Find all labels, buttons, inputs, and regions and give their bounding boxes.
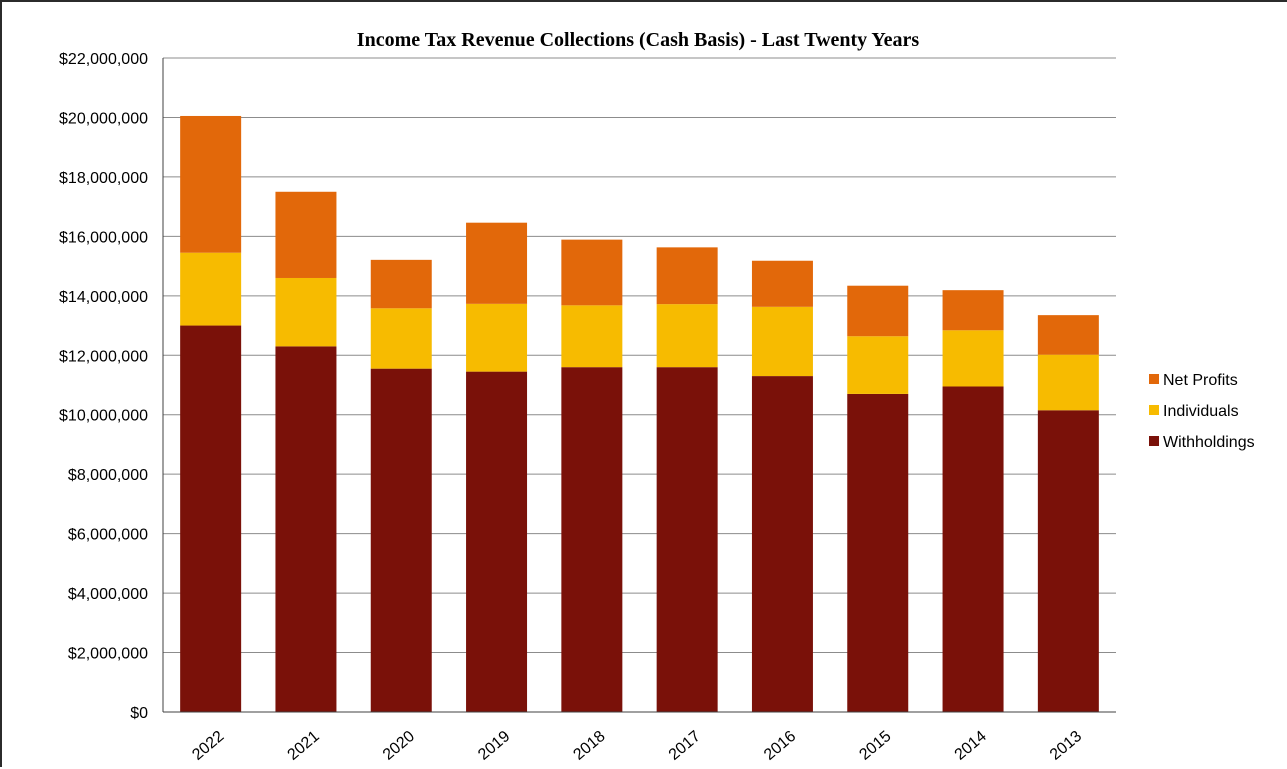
y-tick-label: $22,000,000 bbox=[59, 51, 148, 68]
axes bbox=[162, 58, 1116, 713]
x-tick-label: 2016 bbox=[761, 728, 799, 764]
bar-individuals-2019 bbox=[466, 303, 528, 372]
x-axis-tick-labels: 2022 2021 2020 2019 2018 2017 2016 2015 2014 2013 bbox=[189, 728, 1085, 764]
bar-net-profits-2017 bbox=[656, 247, 718, 305]
chart-title: Income Tax Revenue Collections (Cash Bas… bbox=[357, 29, 920, 51]
y-axis-tick-labels: $0 $2,000,000 $4,000,000 $6,000,000 $8,000,0… bbox=[59, 51, 148, 722]
bar-individuals-2021 bbox=[275, 277, 337, 347]
bar-withholdings-2019 bbox=[466, 371, 528, 712]
bar-individuals-2020 bbox=[370, 308, 432, 369]
bar-individuals-2016 bbox=[751, 306, 813, 377]
bar-net-profits-2013 bbox=[1037, 315, 1099, 355]
x-tick-label: 2020 bbox=[380, 728, 418, 764]
x-tick-label: 2015 bbox=[856, 728, 894, 764]
legend-label-withholdings: Withholdings bbox=[1163, 434, 1255, 451]
x-tick-label: 2018 bbox=[570, 728, 608, 764]
y-tick-label: $4,000,000 bbox=[68, 586, 148, 603]
bar-withholdings-2016 bbox=[751, 376, 813, 712]
y-tick-label: $6,000,000 bbox=[68, 527, 148, 544]
y-tick-label: $2,000,000 bbox=[68, 646, 148, 663]
bar-withholdings-2017 bbox=[656, 367, 718, 712]
bar-withholdings-2015 bbox=[847, 393, 909, 712]
y-tick-label: $18,000,000 bbox=[59, 170, 148, 187]
bar-withholdings-2018 bbox=[561, 367, 623, 712]
x-tick-label: 2022 bbox=[189, 728, 227, 764]
bar-individuals-2014 bbox=[942, 330, 1004, 387]
bar-net-profits-2016 bbox=[751, 260, 813, 307]
bar-withholdings-2020 bbox=[370, 368, 432, 712]
bar-net-profits-2020 bbox=[370, 259, 432, 309]
legend-swatch-withholdings bbox=[1149, 436, 1159, 446]
bar-withholdings-2021 bbox=[275, 346, 337, 712]
legend-label-individuals: Individuals bbox=[1163, 403, 1239, 420]
bar-withholdings-2013 bbox=[1037, 410, 1099, 712]
x-tick-label: 2019 bbox=[475, 728, 513, 764]
legend: Net Profits Individuals Withholdings bbox=[1149, 372, 1255, 451]
y-tick-label: $20,000,000 bbox=[59, 110, 148, 127]
y-tick-label: $16,000,000 bbox=[59, 229, 148, 246]
y-tick-label: $10,000,000 bbox=[59, 408, 148, 425]
bar-net-profits-2019 bbox=[466, 222, 528, 304]
x-tick-label: 2017 bbox=[666, 728, 704, 764]
bar-net-profits-2021 bbox=[275, 191, 337, 278]
bars bbox=[180, 115, 1099, 712]
bar-individuals-2013 bbox=[1037, 354, 1099, 411]
bar-individuals-2022 bbox=[180, 252, 242, 326]
x-tick-label: 2021 bbox=[285, 728, 323, 764]
legend-swatch-net-profits bbox=[1149, 374, 1159, 384]
bar-net-profits-2018 bbox=[561, 239, 623, 306]
y-tick-label: $8,000,000 bbox=[68, 467, 148, 484]
y-tick-label: $0 bbox=[130, 705, 148, 722]
y-tick-label: $12,000,000 bbox=[59, 348, 148, 365]
bar-individuals-2017 bbox=[656, 304, 718, 368]
legend-swatch-individuals bbox=[1149, 405, 1159, 415]
bar-withholdings-2022 bbox=[180, 325, 242, 712]
bar-net-profits-2014 bbox=[942, 290, 1004, 331]
bar-net-profits-2022 bbox=[180, 115, 242, 253]
bar-individuals-2015 bbox=[847, 336, 909, 394]
x-tick-label: 2014 bbox=[952, 728, 990, 764]
y-tick-label: $14,000,000 bbox=[59, 289, 148, 306]
x-tick-label: 2013 bbox=[1047, 728, 1085, 764]
legend-label-net-profits: Net Profits bbox=[1163, 372, 1238, 389]
bar-net-profits-2015 bbox=[847, 285, 909, 337]
bar-withholdings-2014 bbox=[942, 386, 1004, 712]
bar-individuals-2018 bbox=[561, 305, 623, 368]
